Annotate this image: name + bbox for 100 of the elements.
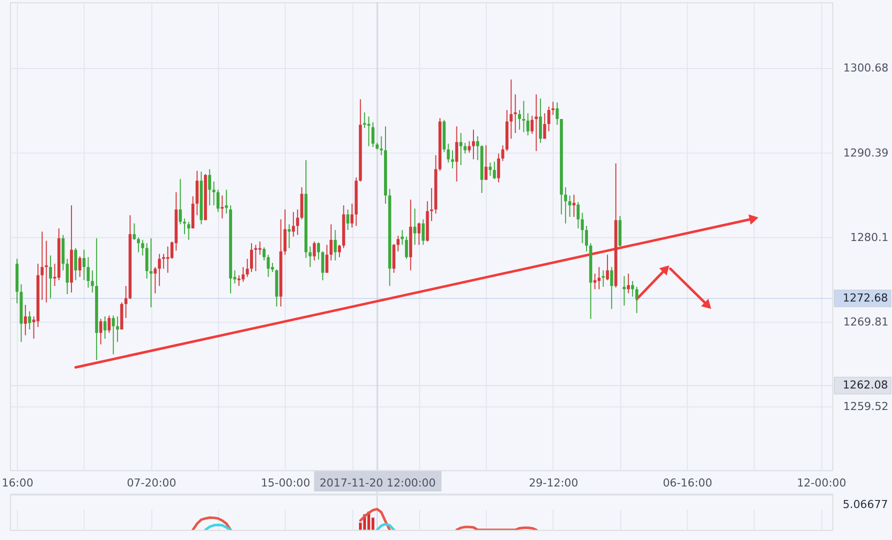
candlestick (183, 218, 186, 235)
candlestick (514, 94, 517, 134)
candlestick (66, 258, 69, 295)
candlestick (497, 153, 500, 183)
y-tick-label: 1300.68 (843, 62, 889, 75)
candlestick (334, 230, 337, 261)
candlestick (492, 161, 496, 180)
candlestick (510, 79, 513, 140)
candlestick (468, 140, 471, 154)
candlestick (526, 112, 530, 136)
candlestick (108, 315, 111, 334)
candlestick (296, 208, 300, 236)
candlestick (418, 222, 421, 246)
candlestick (86, 256, 90, 288)
candlestick (284, 208, 287, 256)
candlestick (572, 194, 576, 218)
candlestick (371, 122, 374, 148)
candlestick (593, 273, 596, 290)
y-tick-label: 1280.1 (850, 230, 889, 244)
candlestick (90, 270, 94, 294)
candlestick (116, 316, 120, 342)
candlestick (82, 249, 86, 281)
candlestick (220, 194, 224, 220)
candlestick (158, 253, 161, 286)
candlestick (24, 304, 27, 336)
candlestick (576, 202, 580, 229)
candlestick (501, 144, 504, 162)
candlestick (136, 236, 140, 253)
x-tick-label: 29-12:00 (528, 476, 578, 490)
candlestick (455, 126, 458, 182)
candlestick (459, 132, 462, 166)
candlestick (74, 248, 78, 281)
candlestick (28, 310, 32, 330)
candlestick (154, 266, 157, 294)
x-tick-label: 06-16:00 (662, 476, 712, 490)
candlestick (547, 106, 550, 132)
candlestick (187, 221, 190, 240)
candlestick (631, 280, 634, 298)
candlestick (250, 242, 254, 272)
candlestick (40, 231, 44, 300)
candlestick (224, 189, 228, 214)
candlestick (606, 254, 609, 281)
candlestick (237, 274, 240, 286)
candlestick (216, 189, 220, 212)
ref-line-label: 1262.08 (842, 378, 888, 392)
candlestick (518, 109, 522, 130)
candlestick (413, 208, 416, 246)
candlestick (321, 250, 324, 281)
candlestick (626, 273, 630, 294)
candlestick (44, 240, 48, 303)
candlestick (266, 254, 270, 278)
candlestick (635, 286, 638, 314)
candlestick (292, 211, 295, 238)
candlestick (422, 218, 425, 246)
candlestick (476, 136, 480, 161)
ref-line-label: 1272.68 (842, 291, 888, 304)
candlestick (246, 258, 249, 278)
x-tick-label: 16:00 (2, 476, 34, 490)
y-tick-label: 1269.81 (843, 316, 889, 329)
candlestick (262, 246, 266, 261)
candlestick (363, 112, 366, 129)
candlestick (145, 242, 148, 280)
y-tick-label: 1290.39 (843, 146, 889, 160)
candlestick (124, 285, 128, 319)
candlestick (543, 112, 546, 140)
candlestick (196, 170, 199, 216)
candlestick (464, 142, 467, 154)
candlestick (208, 168, 212, 206)
candlestick (132, 222, 136, 240)
candlestick (446, 143, 450, 164)
candlestick (166, 246, 170, 274)
candlestick (150, 238, 153, 308)
candlestick (162, 253, 166, 270)
candlestick (568, 194, 572, 218)
candlestick (346, 208, 350, 231)
candlestick (610, 266, 614, 310)
candlestick (254, 244, 258, 272)
candlestick (325, 244, 328, 274)
candlestick (350, 203, 354, 228)
candlestick (522, 100, 526, 133)
candlestick (472, 129, 475, 160)
candlestick (400, 230, 404, 246)
candlestick (556, 102, 559, 126)
candlestick (392, 244, 396, 274)
candlestick (112, 315, 115, 355)
candlestick (308, 246, 312, 268)
candlestick (430, 188, 434, 222)
x-tick-label: 15-00:00 (260, 476, 310, 490)
candlestick (288, 224, 291, 249)
candlestick (330, 224, 333, 261)
candlestick (552, 101, 555, 116)
candlestick (103, 316, 106, 340)
x-tick-label: 12-00:00 (796, 476, 846, 490)
y-tick-label: 1259.52 (843, 400, 889, 414)
candlestick (367, 116, 370, 147)
candlestick (580, 212, 584, 244)
candlestick (317, 242, 320, 260)
candlestick (585, 225, 588, 252)
candlestick (534, 94, 538, 152)
text: 5.06677 (842, 498, 888, 511)
